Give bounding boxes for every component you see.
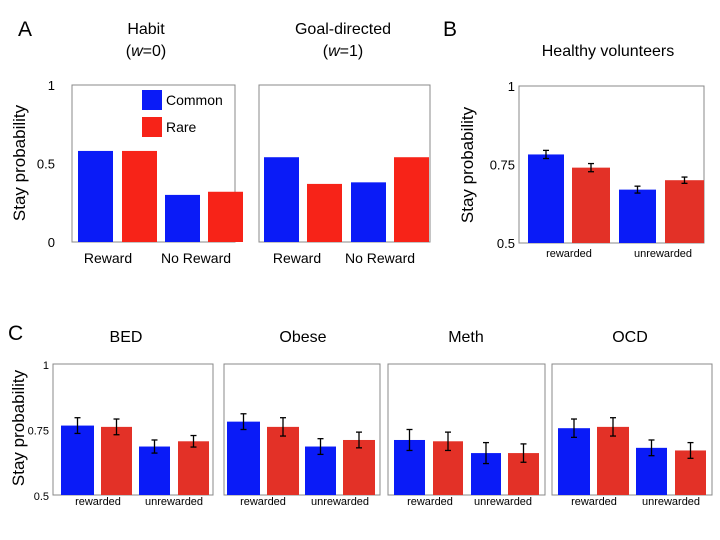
y-axis-label-c: Stay probability [9,369,28,486]
bar [78,150,113,242]
y-tick-label: 1 [508,79,515,94]
chart-frame [518,85,705,244]
chart-frame [387,363,546,496]
chart-ocd: rewarded unrewarded [551,363,713,508]
chart-healthy: rewarded unrewarded 0.5 0.75 1 [490,79,705,260]
bar [208,191,243,242]
y-tick-label: 0 [48,235,55,250]
y-tick-label: 0.5 [34,491,49,503]
category-label: rewarded [75,496,121,508]
y-tick-label: 0.5 [497,236,515,251]
legend-label: Common [166,92,223,108]
bar [572,167,610,243]
chart-title-obese: Obese [279,329,326,346]
bar [597,426,629,495]
bar [528,154,564,243]
y-tick-label: 0.75 [490,158,515,173]
panel-label-b: B [443,18,457,41]
bar [307,183,342,242]
panel-label-c: C [8,322,23,345]
bar [165,194,200,242]
chart-subtitle-goal: (w=1) [323,43,363,60]
y-axis-label-b: Stay probability [458,106,477,223]
chart-habit: Reward No Reward 0 0.5 1 Common Rare [37,78,243,266]
bar [394,157,429,242]
y-tick-label: 1 [43,360,49,372]
category-label: unrewarded [145,496,203,508]
chart-title-habit: Habit [127,21,165,38]
bar [619,189,656,243]
bar [101,426,132,495]
bar [343,439,375,495]
bar [264,157,299,242]
legend-swatch [142,90,162,110]
bar [227,421,260,495]
chart-frame [223,363,381,496]
category-label: Reward [84,250,132,266]
chart-bed: rewarded unrewarded 0.5 0.75 1 [28,360,214,508]
category-label: rewarded [571,496,617,508]
bar [122,150,157,242]
y-axis-label-a: Stay probability [10,104,29,221]
chart-title-healthy: Healthy volunteers [542,43,675,60]
category-label: unrewarded [634,248,692,260]
bar [178,441,209,495]
bar [351,182,386,242]
chart-frame [551,363,713,496]
bar [61,425,94,495]
category-label: No Reward [161,250,231,266]
category-label: unrewarded [474,496,532,508]
chart-title-bed: BED [110,329,143,346]
y-tick-label: 1 [48,78,55,93]
bar [139,446,170,495]
chart-subtitle-habit: (w=0) [126,43,166,60]
legend: Common Rare [142,90,223,137]
chart-goal: Reward No Reward [258,84,431,266]
chart-frame [52,363,214,496]
legend-label: Rare [166,119,197,135]
category-label: rewarded [546,248,592,260]
category-label: Reward [273,250,321,266]
y-tick-label: 0.75 [28,426,49,438]
category-label: rewarded [407,496,453,508]
chart-title-ocd: OCD [612,329,648,346]
category-label: No Reward [345,250,415,266]
category-label: unrewarded [642,496,700,508]
chart-frame [258,84,431,243]
chart-meth: rewarded unrewarded [387,363,546,508]
bar [267,426,299,495]
chart-title-goal: Goal-directed [295,21,391,38]
legend-swatch [142,117,162,137]
y-tick-label: 0.5 [37,157,55,172]
category-label: unrewarded [311,496,369,508]
panel-label-a: A [18,18,32,41]
chart-obese: rewarded unrewarded [223,363,381,508]
chart-title-meth: Meth [448,329,484,346]
bar [558,428,590,495]
category-label: rewarded [240,496,286,508]
charts-layer: Reward No Reward 0 0.5 1 Common Rare Reward No R… [28,78,713,508]
bar [665,180,704,243]
